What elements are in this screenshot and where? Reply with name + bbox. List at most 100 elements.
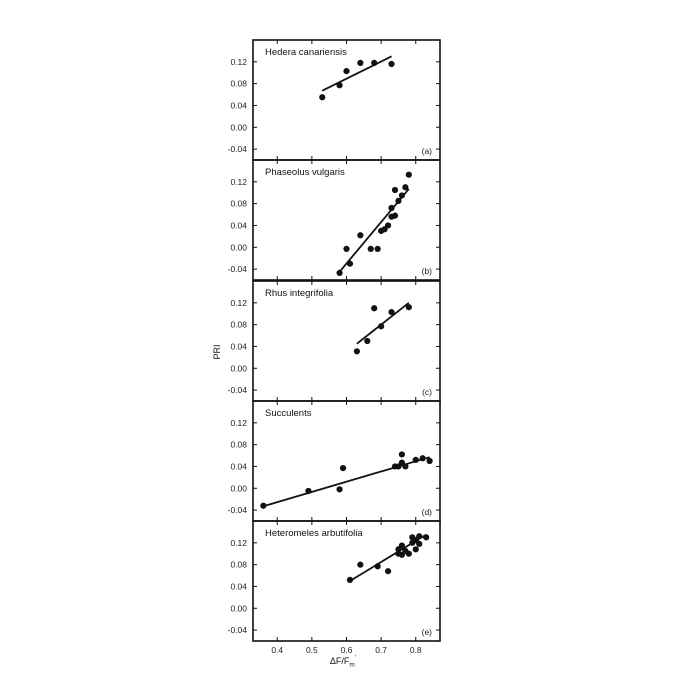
data-point	[364, 337, 371, 345]
panel-tag: (e)	[422, 627, 433, 637]
x-tick-label: 0.4	[271, 645, 283, 655]
data-point	[391, 186, 399, 194]
y-tick-label: 0.08	[230, 320, 247, 330]
data-point	[388, 308, 395, 316]
data-point	[374, 245, 381, 253]
x-tick-label: 0.5	[306, 645, 318, 655]
data-point	[336, 269, 343, 277]
data-point	[405, 550, 412, 557]
x-tick-label: 0.6	[341, 645, 353, 655]
panel-frame	[252, 280, 441, 402]
data-point	[398, 542, 406, 549]
y-tick-label: 0.00	[230, 242, 247, 252]
y-tick-label: 0.08	[230, 560, 247, 570]
y-tick-label: 0.12	[230, 57, 247, 67]
y-tick-label: 0.00	[230, 483, 247, 493]
data-point	[357, 59, 364, 67]
y-tick-label: 0.00	[230, 122, 247, 132]
panel-title: Phaseolus vulgaris	[265, 167, 345, 178]
panel-title: Succulents	[265, 408, 312, 419]
y-tick-label: 0.12	[230, 538, 247, 548]
data-point	[374, 563, 381, 570]
y-tick-label: -0.04	[228, 385, 248, 395]
regression-line	[356, 302, 410, 345]
data-point	[336, 486, 343, 493]
data-point	[336, 82, 343, 89]
y-tick-label: 0.08	[230, 79, 247, 89]
data-point	[343, 245, 350, 253]
data-point	[412, 546, 419, 553]
data-point	[319, 94, 326, 101]
x-tick-label: 0.7	[375, 645, 387, 655]
y-tick-label: 0.04	[230, 100, 247, 110]
panel-b: 0.12 0.08 0.04 0.00 -0.04 Phaseolus vulgaris (…	[228, 159, 441, 281]
data-point	[346, 260, 354, 267]
panel-d: 0.12 0.08 0.04 0.00 -0.04 Succulents (d)	[228, 400, 441, 522]
y-tick-label: -0.04	[228, 264, 248, 274]
panel-title: Rhus integrifolia	[265, 288, 334, 299]
data-point	[260, 502, 267, 509]
data-point	[384, 222, 392, 229]
y-tick-label: -0.04	[228, 144, 248, 154]
panel-title: Heteromeles arbutifolia	[265, 528, 363, 539]
data-point	[426, 457, 433, 465]
data-point	[416, 533, 423, 540]
data-point	[353, 348, 360, 355]
y-tick-label: 0.04	[230, 341, 247, 351]
data-point	[378, 323, 385, 330]
x-axis-title: ΔF/Fm'	[330, 655, 356, 669]
data-point	[416, 540, 423, 548]
data-point	[371, 305, 378, 312]
data-point	[343, 67, 350, 75]
y-tick-label: 0.12	[230, 298, 247, 308]
x-axis-title-main: ΔF/F	[330, 656, 350, 666]
data-point	[357, 232, 364, 239]
panel-frame	[252, 159, 441, 281]
data-point	[371, 59, 378, 67]
x-tick-label: 0.8	[410, 645, 422, 655]
y-tick-label: 0.08	[230, 440, 247, 450]
panel-title: Hedera canariensis	[265, 47, 347, 58]
y-tick-label: 0.08	[230, 199, 247, 209]
y-tick-label: 0.04	[230, 581, 247, 591]
y-tick-label: 0.12	[230, 177, 247, 187]
data-point	[405, 171, 412, 178]
panel-frame	[252, 39, 441, 161]
data-point	[391, 212, 399, 219]
data-point	[384, 568, 392, 575]
data-point	[339, 464, 347, 472]
panels: 0.12 0.08 0.04 0.00 -0.04 Hedera canariensis (…	[228, 39, 441, 655]
panel-tag: (b)	[422, 266, 433, 276]
panel-e: 0.12 0.08 0.04 0.00 -0.04 Heteromeles arbutif…	[228, 520, 441, 642]
y-tick-label: 0.00	[230, 603, 247, 613]
panel-tag: (a)	[422, 146, 433, 156]
data-point	[423, 534, 430, 541]
data-point	[388, 60, 395, 68]
regression-line	[321, 55, 392, 92]
y-tick-label: -0.04	[228, 625, 248, 635]
y-tick-label: 0.04	[230, 220, 247, 230]
panel-tag: (c)	[422, 387, 432, 397]
y-axis-title: PRI	[212, 344, 222, 359]
y-tick-label: 0.00	[230, 363, 247, 373]
data-point	[405, 304, 412, 311]
data-point	[367, 245, 374, 253]
y-tick-label: 0.12	[230, 418, 247, 428]
data-point	[402, 184, 409, 191]
x-axis-title-sup: '	[355, 655, 356, 662]
data-point	[398, 451, 406, 458]
panel-frame	[252, 400, 441, 522]
data-point	[388, 204, 395, 212]
data-point	[412, 456, 419, 464]
y-tick-label: 0.04	[230, 461, 247, 471]
data-point	[398, 192, 406, 199]
x-axis-title-sub: m	[349, 662, 354, 669]
data-point	[305, 487, 312, 495]
y-tick-label: -0.04	[228, 505, 248, 515]
data-point	[357, 561, 364, 568]
panel-tag: (d)	[422, 507, 433, 517]
data-point	[402, 463, 409, 470]
data-point	[395, 197, 402, 205]
panel-a: 0.12 0.08 0.04 0.00 -0.04 Hedera canariensis (…	[228, 39, 441, 161]
